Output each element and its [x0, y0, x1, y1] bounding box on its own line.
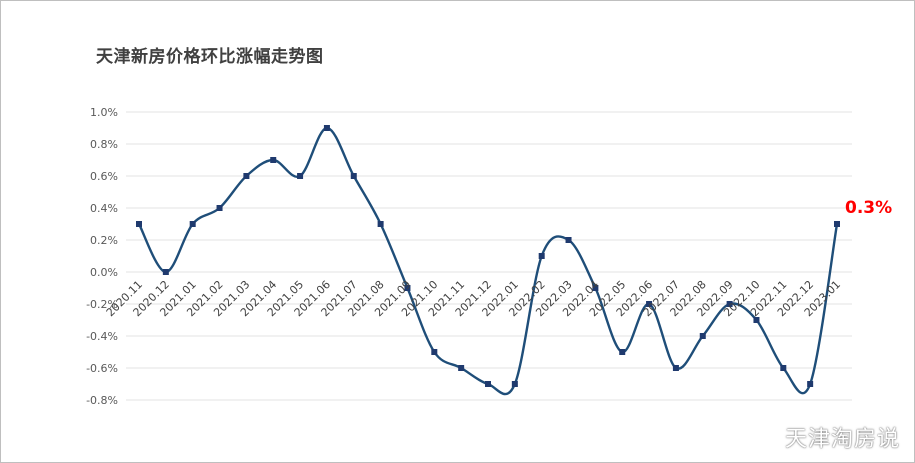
data-point: [646, 301, 653, 307]
data-point: [753, 317, 760, 323]
y-tick-label: 0.8%: [90, 138, 118, 151]
data-point: [136, 221, 142, 227]
data-point: [807, 381, 814, 387]
data-point: [672, 365, 679, 371]
data-point: [189, 221, 196, 227]
data-point: [458, 365, 465, 371]
data-point: [565, 237, 572, 243]
data-point: [511, 381, 518, 387]
y-tick-label: -0.6%: [86, 362, 118, 375]
data-point: [780, 365, 787, 371]
data-point: [699, 333, 706, 339]
y-tick-label: 0.2%: [90, 234, 118, 247]
y-tick-label: -0.4%: [86, 330, 118, 343]
data-point: [431, 349, 438, 355]
last-value-annotation: 0.3%: [845, 198, 892, 218]
data-point: [270, 157, 277, 163]
data-point: [162, 269, 169, 275]
data-point: [619, 349, 626, 355]
series-line: [137, 126, 839, 396]
y-tick-label: -0.8%: [86, 394, 118, 407]
data-point: [323, 125, 330, 131]
data-point: [216, 205, 223, 211]
data-point: [404, 285, 411, 291]
data-point: [377, 221, 384, 227]
gridlines: [126, 111, 852, 401]
data-point: [726, 301, 733, 307]
data-point: [592, 285, 599, 291]
y-tick-label: 0.0%: [90, 266, 118, 279]
watermark-text: 天津淘房说: [784, 427, 900, 452]
data-point: [538, 253, 545, 259]
data-point: [243, 173, 250, 179]
chart-title: 天津新房价格环比涨幅走势图: [96, 47, 324, 67]
y-tick-label: 1.0%: [90, 106, 118, 119]
data-point: [350, 173, 357, 179]
y-tick-label: -0.2%: [86, 298, 118, 311]
y-tick-label: 0.4%: [90, 202, 118, 215]
data-point: [834, 221, 840, 227]
data-point: [485, 381, 491, 387]
data-point: [297, 173, 304, 179]
y-tick-label: 0.6%: [90, 170, 118, 183]
